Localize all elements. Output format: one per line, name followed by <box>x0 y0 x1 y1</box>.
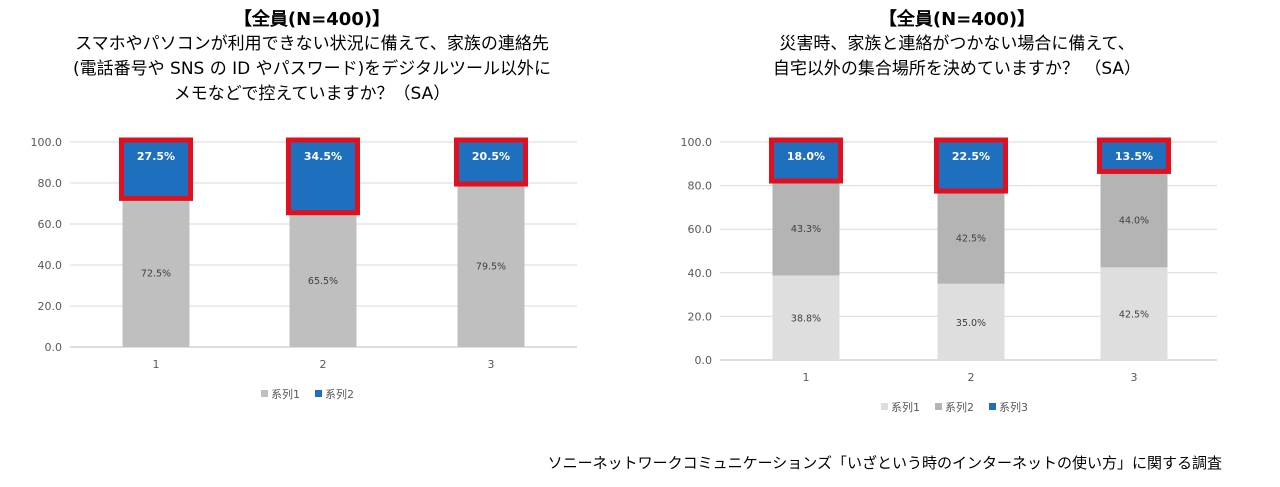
right-legend-label: 系列1 <box>891 400 920 414</box>
left-x-tick-label: 2 <box>320 358 327 371</box>
right-data-label: 22.5% <box>952 150 990 163</box>
right-y-tick-label: 60.0 <box>688 223 713 236</box>
left-question-line-2: (電話番号や SNS の ID やパスワード)をデジタルツール以外に <box>73 59 551 79</box>
right-legend-label: 系列2 <box>945 400 974 414</box>
left-data-label: 20.5% <box>472 150 510 163</box>
left-bar-segment <box>122 142 190 199</box>
right-bar-segment <box>937 283 1005 360</box>
left-data-label: 27.5% <box>137 150 175 163</box>
right-bar-segment <box>937 191 1005 284</box>
left-data-label: 72.5% <box>141 269 171 280</box>
left-data-label: 34.5% <box>304 150 342 163</box>
left-question-line-3: メモなどで控えていますか？（SA） <box>173 84 451 104</box>
right-data-label: 43.3% <box>791 224 821 235</box>
left-y-tick-label: 100.0 <box>31 136 63 149</box>
right-bar-segment <box>772 181 840 276</box>
left-highlight-box <box>286 137 360 216</box>
left-legend-swatch <box>261 390 268 397</box>
right-data-label: 44.0% <box>1119 215 1149 226</box>
left-legend-label: 系列1 <box>271 387 300 401</box>
left-bar-segment <box>457 142 525 185</box>
right-chart-title: 【全員(N=400)】 災害時、家族と連絡がつかない場合に備えて、 自宅以外の集… <box>637 7 1277 82</box>
left-stacked-bar-chart: 0.0 20.0 40.0 60.0 80.0 100.0 1 2 3 72.5% 27.5% 65.… <box>31 136 577 401</box>
left-y-tick-label: 80.0 <box>38 177 63 190</box>
left-highlight-box <box>119 137 193 201</box>
right-legend-swatch <box>881 403 888 410</box>
left-chart-title-head: 【全員(N=400)】 <box>233 9 391 30</box>
right-y-tick-label: 20.0 <box>688 310 713 323</box>
right-highlight-box <box>934 137 1008 194</box>
left-x-tick-label: 3 <box>488 358 495 371</box>
right-data-label: 42.5% <box>1119 310 1149 321</box>
right-bar-segment <box>1100 171 1168 268</box>
right-bar-segment <box>772 142 840 182</box>
right-highlight-box <box>1097 137 1171 174</box>
left-y-tick-label: 0.0 <box>45 341 63 354</box>
right-data-label: 13.5% <box>1115 150 1153 163</box>
left-y-tick-label: 60.0 <box>38 218 63 231</box>
left-legend-swatch <box>315 390 322 397</box>
left-y-tick-label: 20.0 <box>38 300 63 313</box>
right-question-line-1: 災害時、家族と連絡がつかない場合に備えて、 <box>779 34 1135 54</box>
right-data-label: 35.0% <box>956 318 986 329</box>
right-legend-swatch <box>935 403 942 410</box>
left-bar-segment <box>289 212 357 347</box>
right-stacked-bar-chart: 0.0 20.0 40.0 60.0 80.0 100.0 1 2 3 38.8% 43.3% 18.… <box>681 136 1217 414</box>
right-data-label: 42.5% <box>956 233 986 244</box>
right-legend-swatch <box>989 403 996 410</box>
right-bar-segment <box>1100 267 1168 360</box>
right-y-tick-label: 100.0 <box>681 136 713 149</box>
right-y-tick-label: 40.0 <box>688 267 713 280</box>
right-x-tick-label: 3 <box>1131 371 1138 384</box>
left-data-label: 79.5% <box>476 262 506 273</box>
right-bar-segment <box>1100 142 1168 172</box>
left-highlight-box <box>454 137 528 187</box>
left-chart-title: 【全員(N=400)】 スマホやパソコンが利用できない状況に備えて、家族の連絡先… <box>0 7 632 107</box>
right-x-tick-label: 1 <box>803 371 810 384</box>
right-bar-segment <box>937 142 1005 192</box>
left-y-tick-label: 40.0 <box>38 259 63 272</box>
right-data-label: 38.8% <box>791 314 821 325</box>
source-note: ソニーネットワークコミュニケーションズ「いざという時のインターネットの使い方」に… <box>547 454 1222 472</box>
left-bar-segment <box>457 184 525 347</box>
right-y-tick-label: 0.0 <box>695 354 713 367</box>
left-bar-segment <box>289 142 357 213</box>
left-chart-panel: 【全員(N=400)】 スマホやパソコンが利用できない状況に備えて、家族の連絡先… <box>0 0 640 440</box>
right-question-line-2: 自宅以外の集合場所を決めていますか？ （SA） <box>772 59 1142 79</box>
right-highlight-box <box>769 137 843 184</box>
left-data-label: 65.5% <box>308 276 338 287</box>
right-bar-segment <box>772 275 840 360</box>
left-bar-segment <box>122 198 190 347</box>
left-x-tick-label: 1 <box>153 358 160 371</box>
right-data-label: 18.0% <box>787 150 825 163</box>
right-y-tick-label: 80.0 <box>688 180 713 193</box>
right-chart-title-head: 【全員(N=400)】 <box>878 9 1036 30</box>
right-x-tick-label: 2 <box>968 371 975 384</box>
right-chart-panel: 【全員(N=400)】 災害時、家族と連絡がつかない場合に備えて、 自宅以外の集… <box>640 0 1280 440</box>
right-legend-label: 系列3 <box>999 400 1028 414</box>
left-legend-label: 系列2 <box>325 387 354 401</box>
left-question-line-1: スマホやパソコンが利用できない状況に備えて、家族の連絡先 <box>75 34 549 54</box>
